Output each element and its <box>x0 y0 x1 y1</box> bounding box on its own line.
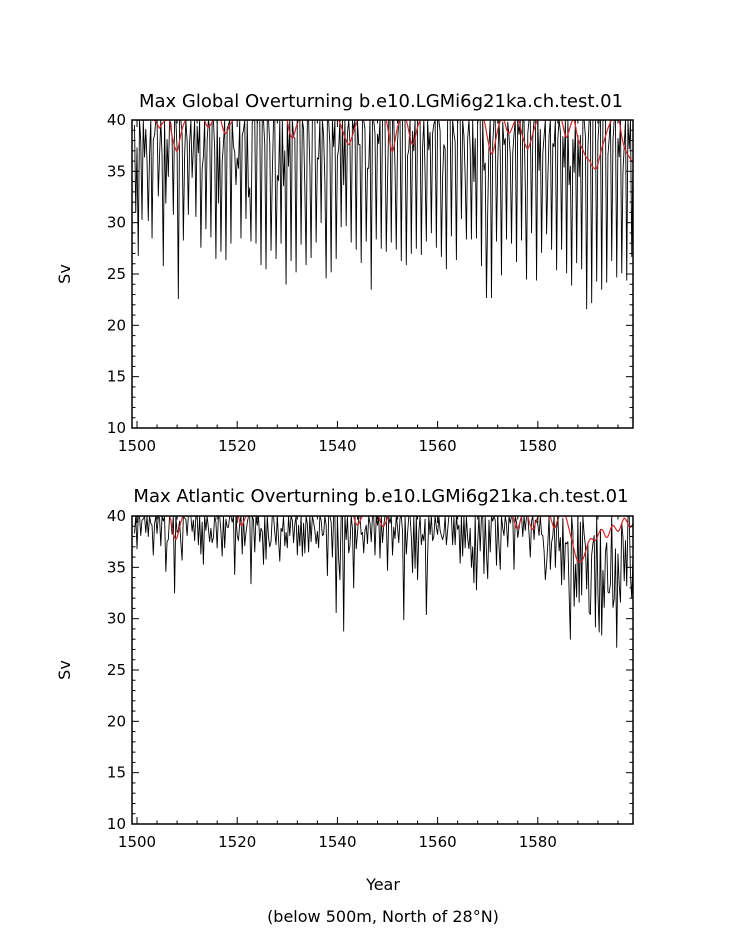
x-tick-label: 1500 <box>118 833 156 851</box>
y-axis: 10 15 20 25 30 35 40 <box>107 111 633 437</box>
x-tick-label: 1520 <box>218 833 256 851</box>
panel-global: Max Global Overturning b.e10.LGMi6g21ka.… <box>55 91 634 455</box>
series-max-line <box>134 516 633 648</box>
y-tick-label: 30 <box>107 214 126 232</box>
chart-title: Max Atlantic Overturning b.e10.LGMi6g21k… <box>133 486 628 507</box>
y-tick-label: 10 <box>107 815 126 833</box>
series-smooth-line <box>134 120 633 170</box>
plot-frame <box>131 515 634 825</box>
x-tick-label: 1580 <box>519 437 557 455</box>
y-tick-label: 25 <box>107 265 126 283</box>
x-axis-label: Year <box>365 875 400 894</box>
y-tick-label: 15 <box>107 368 126 386</box>
x-tick-label: 1540 <box>318 833 356 851</box>
region-note: (below 500m, North of 28°N) <box>267 907 499 926</box>
x-tick-label: 1540 <box>318 437 356 455</box>
x-tick-label: 1520 <box>218 437 256 455</box>
y-tick-label: 40 <box>107 111 126 129</box>
x-axis: 1500 1520 1540 1560 1580 <box>118 120 619 455</box>
y-tick-label: 30 <box>107 610 126 628</box>
x-tick-label: 1500 <box>118 437 156 455</box>
y-tick-label: 15 <box>107 764 126 782</box>
plot-marks <box>134 516 633 648</box>
plot-marks <box>134 120 633 310</box>
y-tick-label: 10 <box>107 419 126 437</box>
series-max-line <box>134 120 633 310</box>
y-tick-label: 20 <box>107 712 126 730</box>
chart-title: Max Global Overturning b.e10.LGMi6g21ka.… <box>139 91 623 112</box>
x-tick-label: 1560 <box>419 833 457 851</box>
x-tick-label: 1560 <box>419 437 457 455</box>
x-tick-label: 1580 <box>519 833 557 851</box>
y-tick-label: 20 <box>107 316 126 334</box>
x-axis: 1500 1520 1540 1560 1580 <box>118 516 619 851</box>
y-tick-label: 25 <box>107 661 126 679</box>
y-tick-label: 35 <box>107 162 126 180</box>
panel-atlantic: Max Atlantic Overturning b.e10.LGMi6g21k… <box>55 486 634 894</box>
y-tick-label: 35 <box>107 558 126 576</box>
y-tick-label: 40 <box>107 507 126 525</box>
y-axis-label: Sv <box>55 660 74 680</box>
y-axis-label: Sv <box>55 264 74 284</box>
y-axis: 10 15 20 25 30 35 40 <box>107 507 633 833</box>
